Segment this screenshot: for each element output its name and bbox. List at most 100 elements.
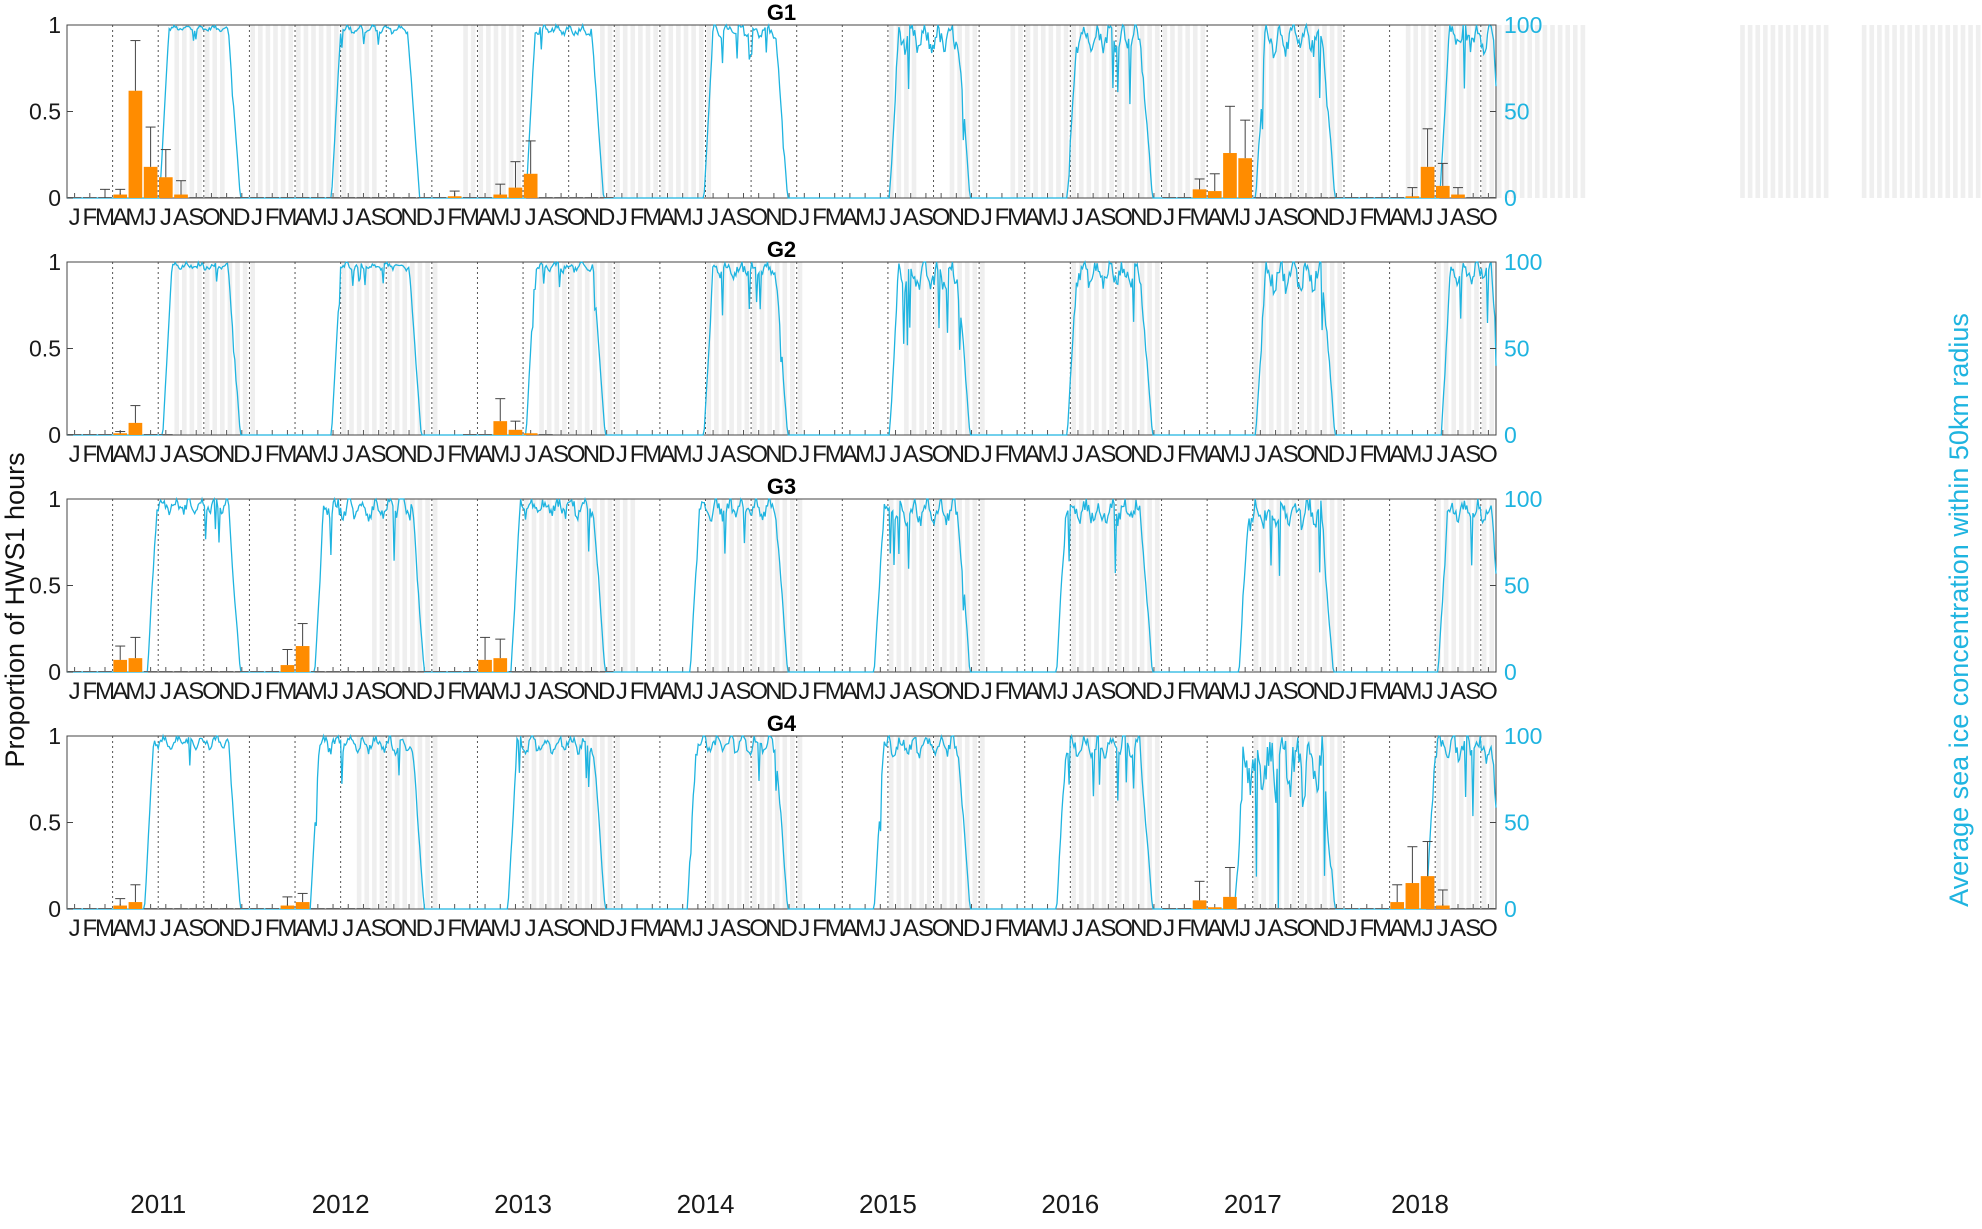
shade-stripe xyxy=(949,262,955,435)
month-tick-label: O xyxy=(932,441,951,468)
month-tick-label: J xyxy=(433,915,445,942)
shade-stripe xyxy=(949,499,955,672)
month-tick-label: M xyxy=(125,915,145,942)
month-tick-label: O xyxy=(202,204,221,231)
shade-stripe xyxy=(1253,262,1259,435)
shade-stripe xyxy=(189,25,195,198)
shade-stripe xyxy=(645,25,651,198)
shade-stripe xyxy=(729,262,734,435)
shade-stripe xyxy=(1945,25,1951,198)
shade-stripe xyxy=(1109,262,1114,435)
shade-stripe xyxy=(1048,25,1054,198)
sea-ice-series-line xyxy=(67,733,1497,910)
shade-stripe xyxy=(934,499,940,672)
month-tick-label: J xyxy=(1346,678,1358,705)
shade-stripe xyxy=(1314,736,1320,909)
shade-stripe xyxy=(326,25,332,198)
shade-stripe xyxy=(402,499,408,672)
shade-stripe xyxy=(1747,25,1753,198)
shade-stripe xyxy=(242,262,248,435)
shade-stripe xyxy=(531,499,537,672)
shade-stripe xyxy=(1101,262,1107,435)
year-label: 2013 xyxy=(494,1189,552,1219)
shade-range xyxy=(372,499,438,672)
shade-stripe xyxy=(1337,499,1342,672)
month-tick-label: A xyxy=(1268,204,1284,231)
month-tick-label: D xyxy=(963,678,980,705)
shade-stripe xyxy=(296,25,301,198)
right-tick-label: 0 xyxy=(1504,185,1517,211)
shade-stripe xyxy=(1474,262,1479,435)
month-tick-label: S xyxy=(918,441,934,468)
shade-stripe xyxy=(562,499,567,672)
month-tick-label: F xyxy=(1359,441,1374,468)
month-tick-label: A xyxy=(1389,204,1405,231)
shade-stripe xyxy=(1124,736,1130,909)
hws-bar xyxy=(493,194,508,198)
month-tick-label: O xyxy=(202,441,221,468)
shade-stripe xyxy=(744,736,750,909)
shade-stripe xyxy=(1147,499,1152,672)
shade-stripe xyxy=(1284,499,1289,672)
hws-bar xyxy=(113,433,128,435)
month-tick-label: O xyxy=(1297,441,1316,468)
month-tick-label: A xyxy=(173,204,189,231)
month-tick-label: N xyxy=(400,204,417,231)
month-tick-label: M xyxy=(490,678,510,705)
shade-stripe xyxy=(1086,736,1092,909)
shade-stripe xyxy=(630,499,636,672)
shade-stripe xyxy=(1094,499,1099,672)
left-tick-label: 0.5 xyxy=(29,99,61,125)
shade-stripe xyxy=(569,499,575,672)
shade-stripe xyxy=(1481,736,1487,909)
shade-stripe xyxy=(949,25,955,198)
hws-bar xyxy=(280,905,295,909)
shade-stripe xyxy=(1314,262,1320,435)
month-tick-label: F xyxy=(447,915,462,942)
shade-stripe xyxy=(546,736,552,909)
month-tick-label: J xyxy=(1422,678,1434,705)
month-tick-label: S xyxy=(1283,678,1299,705)
shade-stripe xyxy=(934,736,940,909)
month-tick-label: D xyxy=(233,441,250,468)
month-tick-label: J xyxy=(1072,678,1084,705)
shade-stripe xyxy=(1481,25,1487,198)
month-tick-label: M xyxy=(855,204,875,231)
month-tick-label: N xyxy=(218,441,235,468)
month-tick-label: J xyxy=(509,678,521,705)
right-tick-label: 50 xyxy=(1504,99,1530,125)
shade-stripe xyxy=(174,25,180,198)
year-label: 2015 xyxy=(859,1189,917,1219)
month-tick-label: M xyxy=(460,441,480,468)
shade-stripe xyxy=(1306,736,1312,909)
month-tick-label: F xyxy=(82,678,97,705)
shade-range xyxy=(706,499,803,672)
shade-stripe xyxy=(379,262,385,435)
right-tick-label: 100 xyxy=(1504,12,1542,38)
shade-stripe xyxy=(1253,499,1259,672)
month-tick-label: J xyxy=(616,441,628,468)
month-tick-label: S xyxy=(735,204,751,231)
shade-stripe xyxy=(1101,499,1107,672)
shade-range xyxy=(1071,736,1160,909)
shade-stripe xyxy=(1892,25,1897,198)
month-tick-label: J xyxy=(616,678,628,705)
month-tick-label: D xyxy=(963,915,980,942)
month-tick-label: J xyxy=(525,678,537,705)
month-tick-label: N xyxy=(948,915,965,942)
panel-title: G4 xyxy=(767,711,797,736)
shade-range xyxy=(524,499,636,672)
right-tick-label: 0 xyxy=(1504,422,1517,448)
month-tick-label: O xyxy=(932,915,951,942)
shade-stripe xyxy=(1299,499,1304,672)
month-tick-label: M xyxy=(673,204,693,231)
shade-stripe xyxy=(425,736,430,909)
shade-range xyxy=(1010,25,1206,198)
left-tick-label: 1 xyxy=(48,249,61,275)
shade-stripe xyxy=(767,499,772,672)
shade-stripe xyxy=(911,499,917,672)
month-tick-label: N xyxy=(218,204,235,231)
hws-bar xyxy=(1420,876,1435,909)
shade-stripe xyxy=(600,25,605,198)
shade-range xyxy=(904,262,985,435)
